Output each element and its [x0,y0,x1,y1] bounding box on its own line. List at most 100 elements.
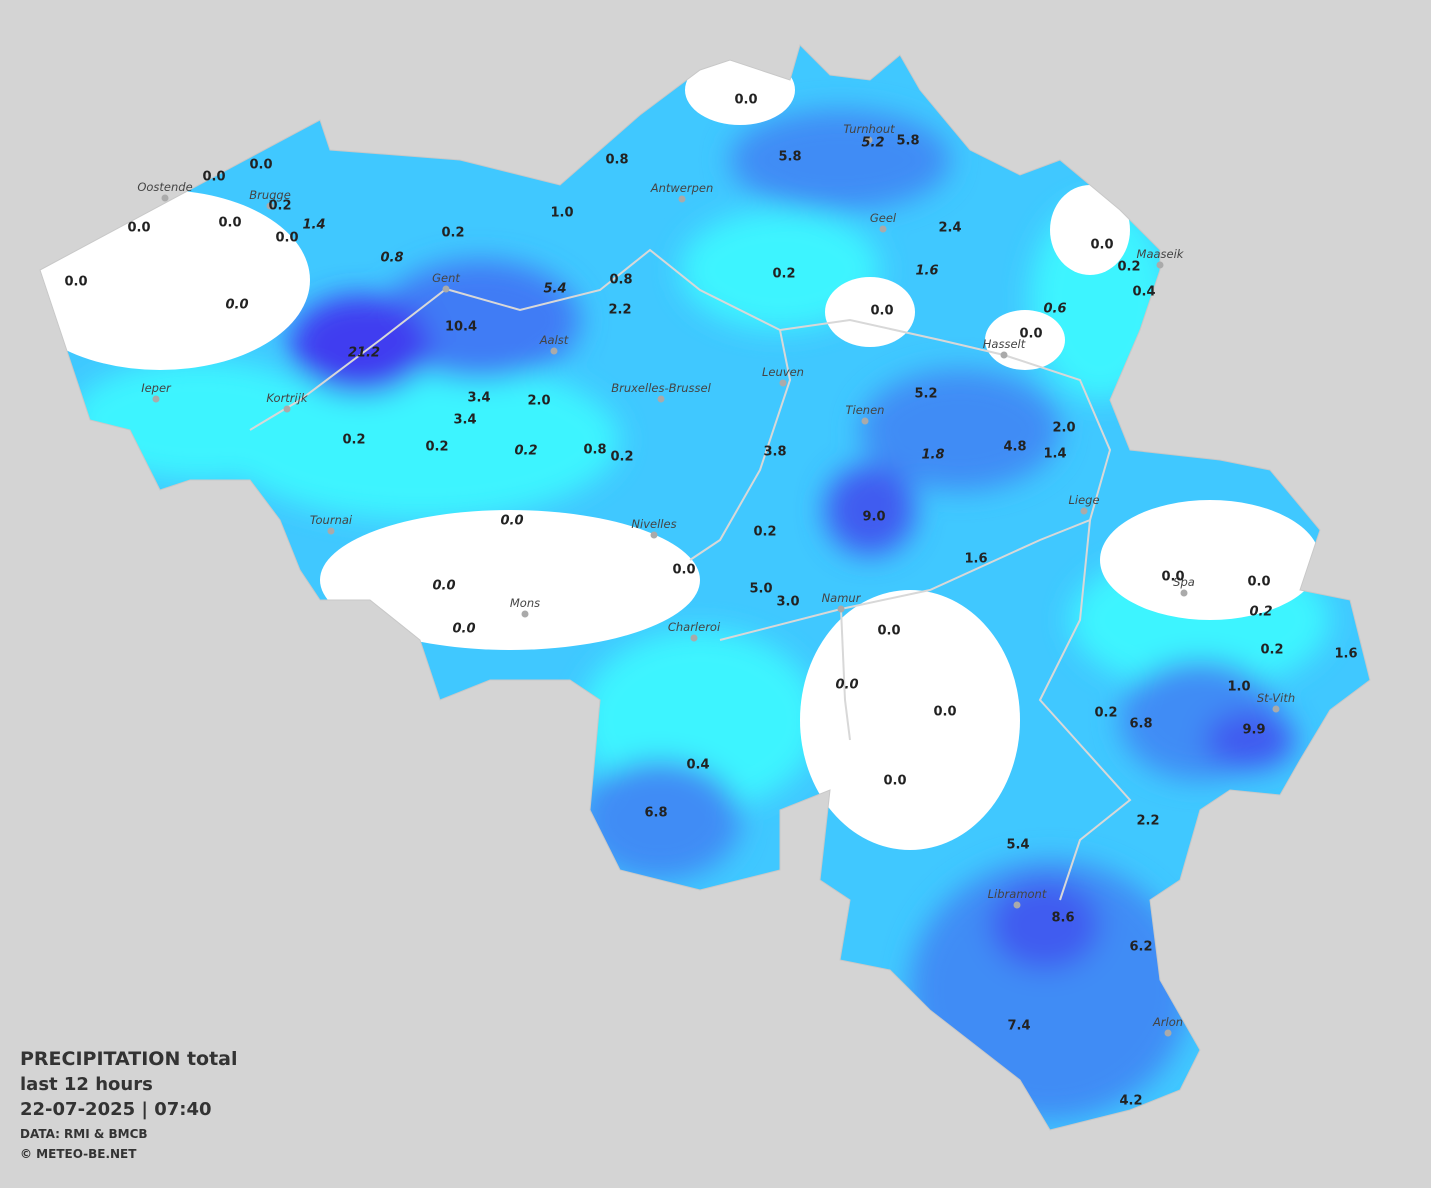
reading: 0.2 [1117,260,1140,275]
reading: 2.0 [527,394,550,409]
reading: 6.8 [1129,717,1152,732]
city-dot [283,405,291,413]
reading: 2.2 [1136,814,1159,829]
city-label: Turnhout [843,122,895,136]
city-label: Bruxelles-Brussel [611,381,711,395]
reading: 0.0 [672,563,695,578]
reading: 1.0 [1227,680,1250,695]
city-label: Oostende [137,180,192,194]
reading: 0.6 [1043,302,1066,317]
city-label: St-Vith [1257,691,1295,705]
city-label: Spa [1173,575,1195,589]
city-label: Antwerpen [650,181,714,195]
reading: 0.0 [64,275,87,290]
reading: 3.4 [453,413,476,428]
city-dot [690,634,698,642]
reading: 0.0 [432,579,455,594]
reading: 9.0 [862,510,885,525]
reading: 0.2 [441,226,464,241]
readings: 0.0 0.0 0.0 0.8 5.8 5.2 5.8 0.2 1.4 0.0 0.0 0.0 0.2 1… [64,93,1357,1109]
city-label: Geel [870,211,897,225]
reading: 0.2 [1260,643,1283,658]
reading: 0.0 [933,705,956,720]
city-dot [1000,351,1008,359]
reading: 0.2 [1094,706,1117,721]
city-dot [861,417,869,425]
reading: 1.6 [964,552,987,567]
reading: 2.0 [1052,421,1075,436]
city-label: Gent [432,271,460,285]
reading: 0.2 [610,450,633,465]
reading: 8.6 [1051,911,1074,926]
city-dot [1080,507,1088,515]
reading: 0.0 [883,774,906,789]
reading: 1.4 [302,218,325,233]
city-label: Brugge [249,188,291,202]
reading: 3.0 [776,595,799,610]
city-dot [657,395,665,403]
reading: 0.2 [514,444,537,459]
city-dot [650,531,658,539]
reading: 5.2 [914,387,937,402]
city-dot [879,225,887,233]
reading: 4.2 [1119,1094,1142,1109]
reading: 10.4 [445,320,477,335]
reading: 5.4 [543,282,566,297]
city-label: Arlon [1152,1015,1183,1029]
legend-source: DATA: RMI & BMCB [20,1127,148,1141]
reading: 0.0 [275,231,298,246]
city-label: Liege [1068,493,1099,507]
city-label: Maaseik [1137,247,1185,261]
reading: 5.8 [896,134,919,149]
reading: 1.6 [1334,647,1357,662]
reading: 0.0 [225,298,248,313]
reading: 0.4 [1132,285,1155,300]
reading: 1.4 [1043,447,1066,462]
reading: 0.0 [218,216,241,231]
city-dot [327,527,335,535]
reading: 0.0 [877,624,900,639]
city-dot [152,395,160,403]
city-dot [1013,901,1021,909]
cities: Oostende Brugge Antwerpen Turnhout Geel Maase… [137,122,1295,1037]
city-dot [550,347,558,355]
reading: 0.2 [342,433,365,448]
city-label: Charleroi [668,620,721,634]
city-dot [678,195,686,203]
reading: 0.0 [202,170,225,185]
city-label: Ieper [141,381,172,395]
reading: 6.8 [644,806,667,821]
city-dot [1272,705,1280,713]
reading: 0.8 [605,153,628,168]
reading: 0.0 [1247,575,1270,590]
legend-credit: © METEO-BE.NET [20,1147,137,1161]
city-label: Nivelles [631,517,676,531]
reading: 0.0 [452,622,475,637]
reading: 5.4 [1006,838,1029,853]
city-dot [865,136,873,144]
reading: 0.8 [583,443,606,458]
city-dot [1156,261,1164,269]
city-label: Libramont [988,887,1047,901]
legend: PRECIPITATION total last 12 hours 22-07-… [20,1048,238,1161]
city-dot [266,202,274,210]
reading: 5.8 [778,150,801,165]
reading: 0.8 [380,251,403,266]
reading: 0.0 [835,678,858,693]
city-label: Leuven [762,365,804,379]
reading: 0.2 [1249,605,1272,620]
city-dot [442,285,450,293]
reading: 5.0 [749,582,772,597]
reading: 0.2 [772,267,795,282]
legend-period: last 12 hours [20,1074,153,1095]
reading: 0.0 [249,158,272,173]
city-dot [1164,1029,1172,1037]
reading: 0.2 [425,440,448,455]
reading: 6.2 [1129,940,1152,955]
reading: 0.0 [734,93,757,108]
reading: 5.2 [861,136,884,151]
reading: 0.0 [127,221,150,236]
reading: 21.2 [348,346,380,361]
legend-datetime: 22-07-2025 | 07:40 [20,1099,212,1120]
